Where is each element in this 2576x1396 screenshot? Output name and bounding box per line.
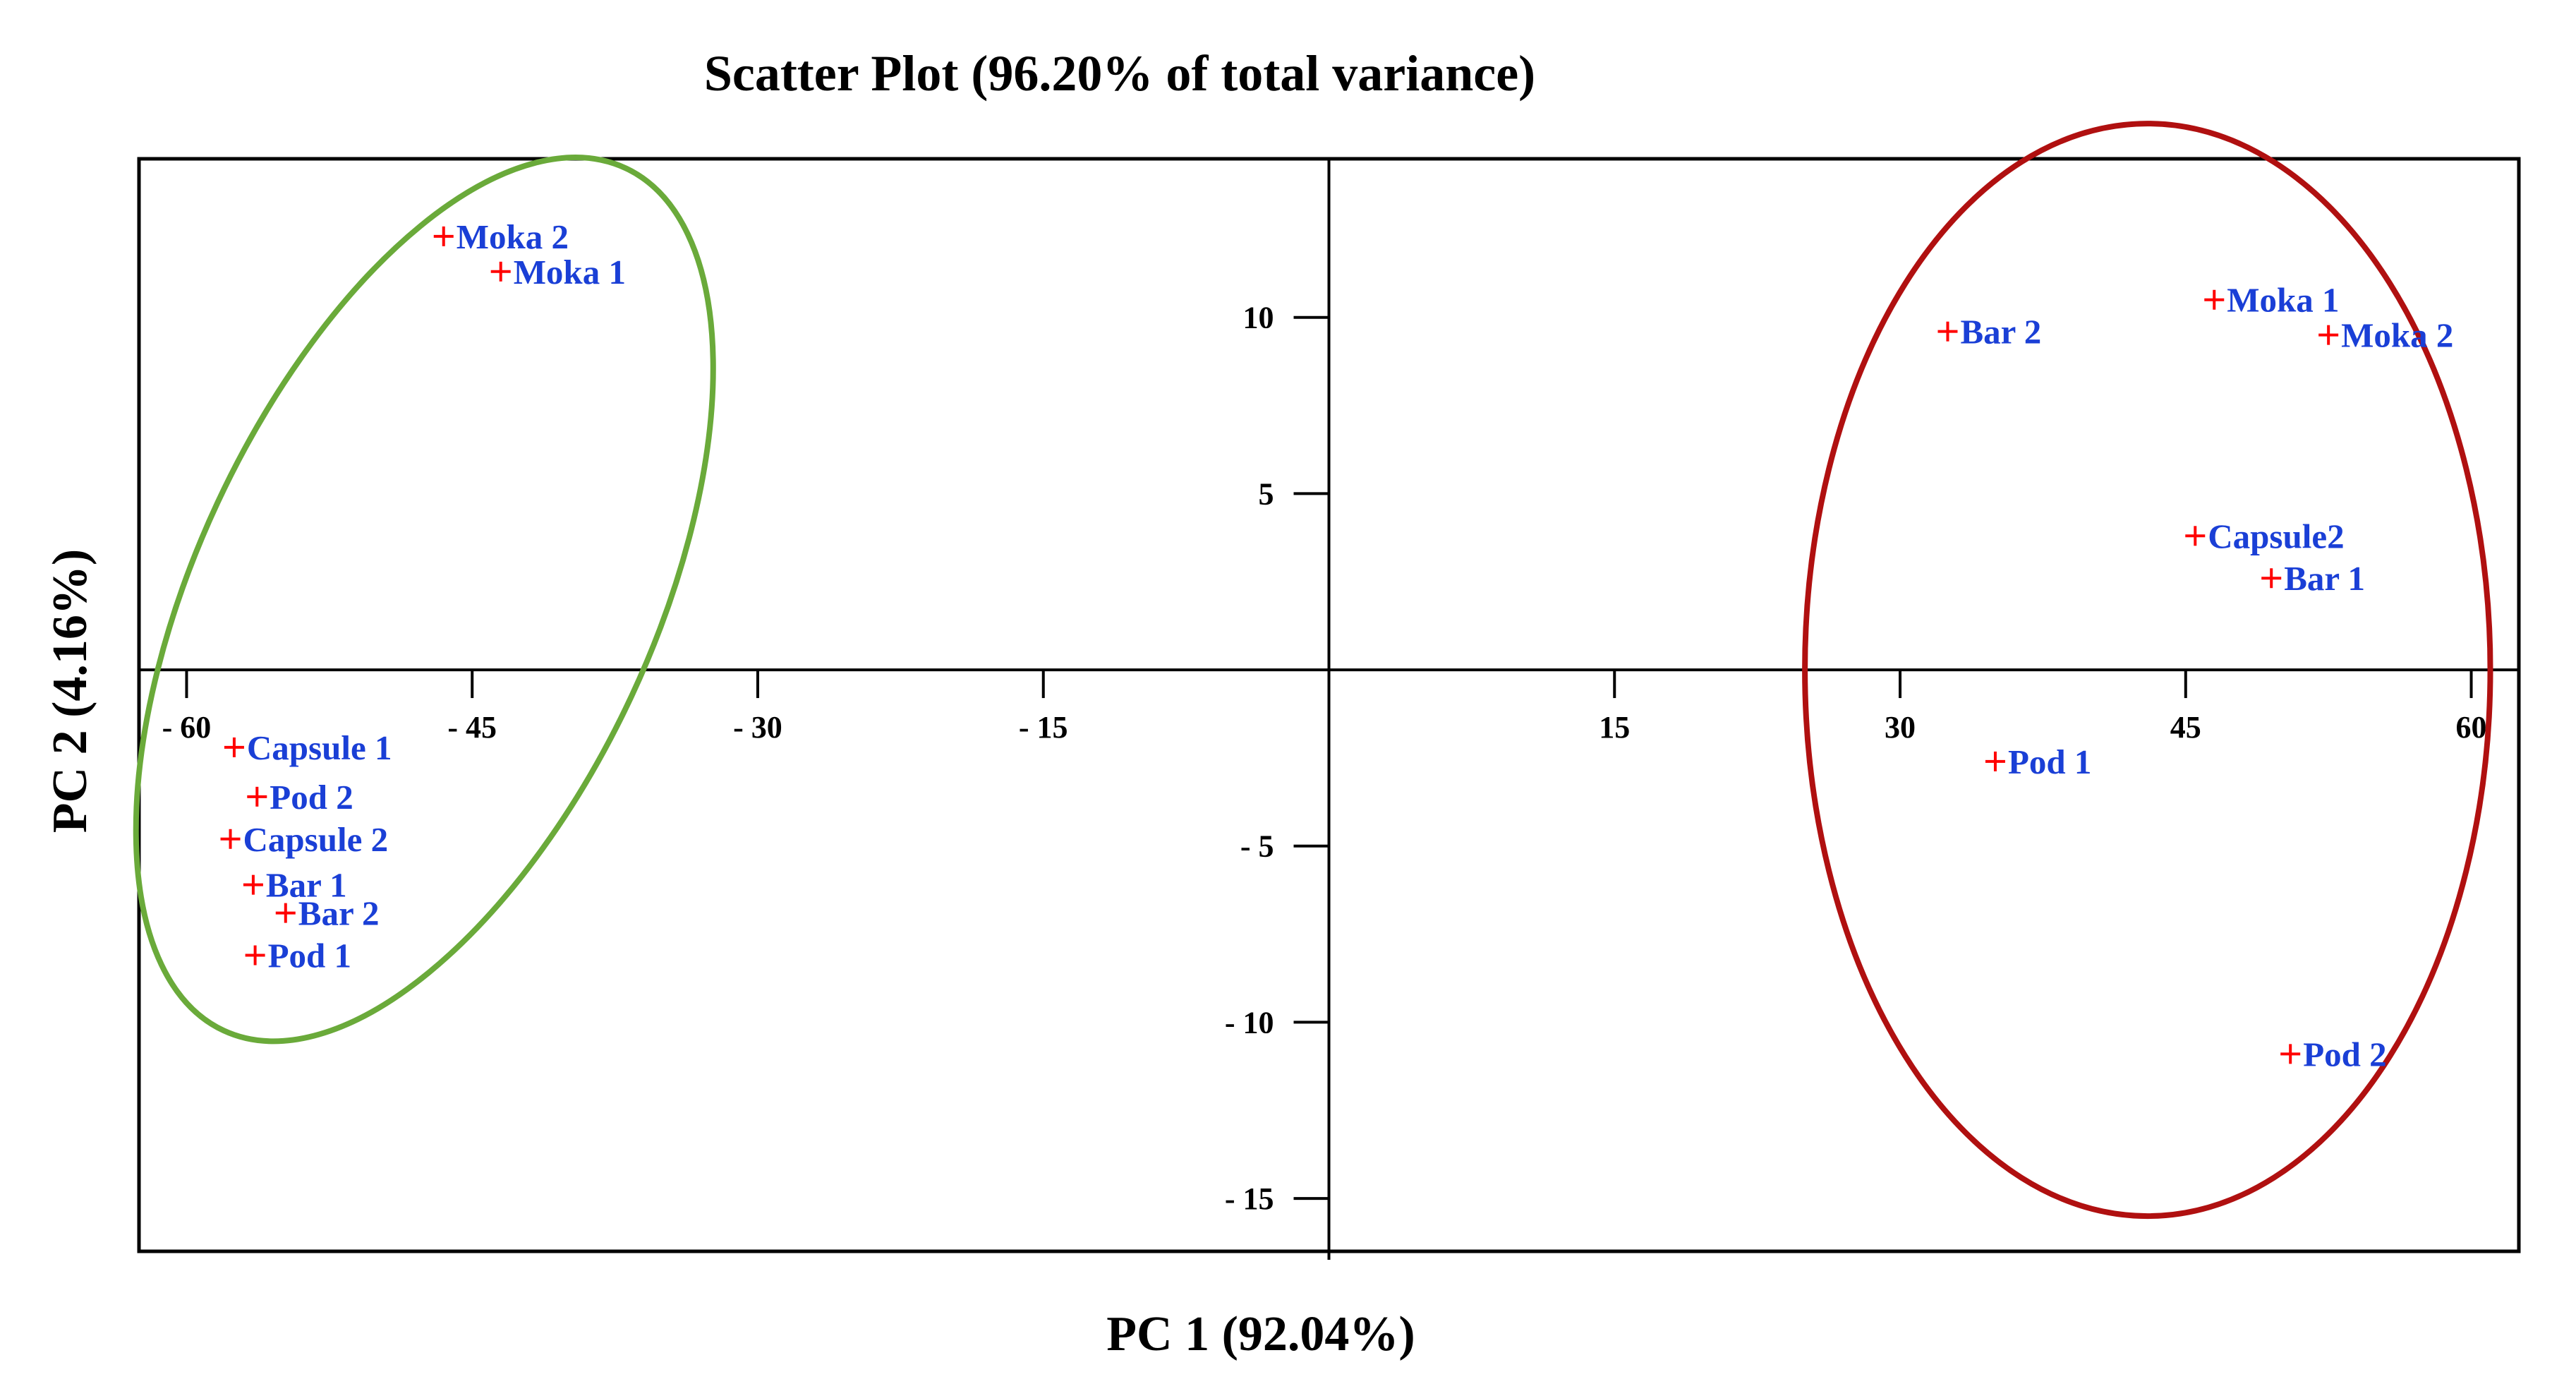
x-tick-label: - 60 (162, 710, 212, 745)
y-tick-label: - 5 (1240, 829, 1274, 864)
point-label: Pod 1 (2008, 742, 2091, 781)
data-point: Pod 1 (245, 937, 351, 975)
point-label: Moka 1 (514, 253, 626, 291)
x-axis-title: PC 1 (92.04%) (1106, 1307, 1415, 1361)
data-point: Bar 1 (2261, 559, 2365, 598)
point-label: Bar 2 (298, 894, 380, 933)
group-ellipses (133, 121, 2493, 1220)
axes-layer: - 60 - 45 - 30 - 15 15 30 45 60 10 5 - 5 - 10 - 15 (139, 159, 2519, 1260)
data-point: Moka 2 (2318, 316, 2453, 355)
point-label: Capsule 1 (247, 728, 392, 767)
point-label: Moka 2 (2341, 316, 2453, 355)
data-point: Pod 2 (2280, 1035, 2387, 1073)
x-tick-label: 15 (1599, 710, 1630, 745)
point-label: Pod 2 (2303, 1035, 2386, 1073)
x-tick-label: 30 (1885, 710, 1916, 745)
point-label: Moka 2 (456, 217, 569, 256)
point-label: Bar 1 (266, 866, 347, 905)
data-point: Capsule2 (2185, 517, 2345, 555)
y-tick-label: 5 (1259, 476, 1274, 511)
data-point: Moka 1 (2204, 281, 2340, 320)
y-axis-title: PC 2 (4.16%) (43, 549, 97, 833)
chart-title: Scatter Plot (96.20% of total variance) (704, 45, 1535, 102)
point-label: Pod 2 (270, 778, 353, 817)
point-label: Moka 1 (2227, 281, 2339, 320)
x-tick-label: 60 (2456, 710, 2487, 745)
point-label: Bar 2 (1960, 313, 2041, 351)
data-point: Moka 2 (433, 217, 569, 256)
x-tick-label: - 15 (1019, 710, 1068, 745)
data-point: Pod 2 (247, 778, 353, 817)
data-point: Bar 2 (1937, 313, 2041, 351)
y-tick-label: - 10 (1225, 1005, 1274, 1040)
data-point: Capsule 2 (220, 820, 389, 859)
data-point: Capsule 1 (224, 728, 392, 767)
y-tick-label: 10 (1243, 301, 1274, 335)
data-point: Pod 1 (1985, 742, 2091, 781)
data-point: Bar 1 (243, 866, 347, 905)
y-tick-label: - 15 (1225, 1181, 1274, 1216)
group-ellipse (1802, 121, 2493, 1220)
point-label: Pod 1 (268, 937, 351, 975)
point-label: Capsule 2 (243, 820, 389, 859)
x-tick-label: 45 (2170, 710, 2201, 745)
x-tick-label: - 45 (447, 710, 497, 745)
point-label: Bar 1 (2284, 559, 2365, 598)
data-point: Bar 2 (275, 894, 380, 933)
data-point: Moka 1 (490, 253, 626, 291)
group-ellipse (133, 155, 716, 1045)
point-label: Capsule2 (2208, 517, 2344, 555)
x-tick-label: - 30 (733, 710, 782, 745)
